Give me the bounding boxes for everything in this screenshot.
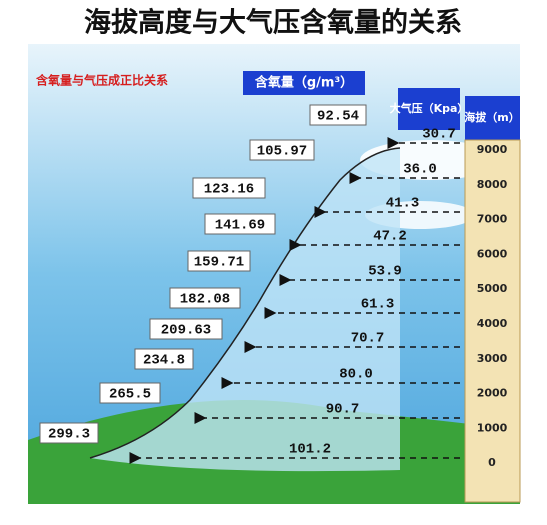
- altitude-tick: 4000: [477, 317, 508, 330]
- altitude-tick: 6000: [477, 247, 508, 260]
- altitude-tick: 8000: [477, 178, 508, 191]
- oxygen-box: [169, 287, 241, 309]
- oxygen-value: 209.63: [161, 323, 211, 339]
- altitude-tick: 5000: [477, 282, 508, 295]
- slope-line: [89, 147, 401, 459]
- altitude-tick: 2000: [477, 387, 508, 400]
- pressure-value: 36.0: [403, 162, 437, 178]
- oxygen-box: [99, 382, 161, 404]
- pressure-value: 30.7: [422, 127, 456, 143]
- oxygen-box: [249, 139, 315, 161]
- oxygen-box: [204, 213, 276, 235]
- altitude-tick: 0: [488, 456, 496, 469]
- subtitle: 含氧量与气压成正比关系: [36, 73, 168, 88]
- oxygen-box: [149, 318, 223, 340]
- pressure-value: 80.0: [339, 367, 373, 383]
- oxygen-box: [187, 250, 251, 272]
- oxygen-value: 299.3: [48, 427, 90, 443]
- pressure-value: 70.7: [351, 331, 385, 347]
- oxygen-box: [192, 177, 266, 199]
- oxygen-box: [134, 348, 194, 370]
- oxygen-value: 141.69: [215, 218, 265, 234]
- oxygen-box: [309, 104, 367, 126]
- pressure-header: 大气压（Kpa）: [390, 101, 469, 115]
- pressure-value: 41.3: [386, 196, 420, 212]
- altitude-header: 海拔（m）: [464, 110, 519, 124]
- altitude-tick: 7000: [477, 213, 508, 226]
- oxygen-value: 159.71: [194, 255, 244, 271]
- header-box: [465, 96, 520, 140]
- pressure-value: 101.2: [289, 442, 331, 458]
- pressure-value: 53.9: [368, 264, 402, 280]
- altitude-tick: 3000: [477, 352, 508, 365]
- oxygen-value: 234.8: [143, 353, 185, 369]
- mountain: [90, 148, 400, 472]
- oxygen-value: 182.08: [180, 292, 230, 308]
- pressure-value: 61.3: [361, 297, 395, 313]
- oxygen-box: [39, 422, 99, 444]
- oxygen-value: 92.54: [317, 109, 359, 125]
- header-box: [243, 71, 365, 95]
- pressure-value: 90.7: [326, 402, 360, 418]
- oxygen-header: 含氧量（g/m³）: [254, 75, 353, 91]
- oxygen-value: 265.5: [109, 387, 151, 403]
- altitude-tick: 1000: [477, 421, 508, 434]
- altitude-tick: 9000: [477, 143, 508, 156]
- oxygen-value: 105.97: [257, 144, 307, 160]
- altitude-scale: [464, 139, 521, 503]
- pressure-value: 47.2: [373, 229, 407, 245]
- oxygen-value: 123.16: [204, 182, 254, 198]
- header-box: [398, 88, 460, 130]
- title: 海拔高度与大气压含氧量的关系: [84, 7, 462, 39]
